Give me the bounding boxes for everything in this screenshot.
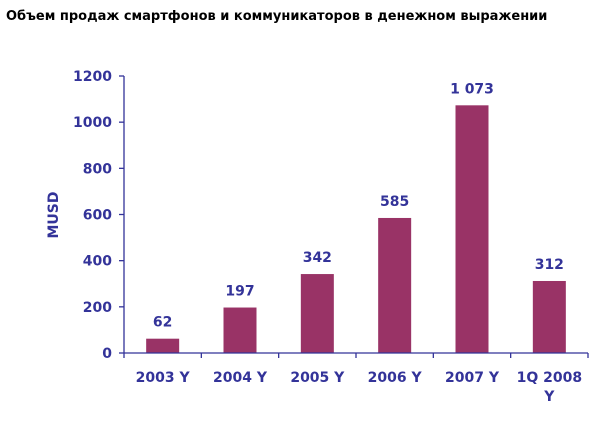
x-category-label: 2004 Y <box>213 370 268 386</box>
y-tick-label: 0 <box>102 346 112 362</box>
x-category-label: 2007 Y <box>445 370 500 386</box>
bar <box>146 338 180 353</box>
data-label: 62 <box>153 315 172 331</box>
x-category-label: 2006 Y <box>368 370 423 386</box>
y-tick-label: 600 <box>83 208 112 224</box>
y-axis-title: MUSD <box>46 191 62 238</box>
x-axis-labels: 2003 Y 2004 Y 2005 Y 2006 Y 2007 Y 1Q 2008 Y <box>136 370 582 405</box>
y-tick-label: 200 <box>83 300 112 316</box>
bar <box>300 274 334 353</box>
chart-title: Объем продаж смартфонов и коммуникаторов… <box>6 9 548 24</box>
x-category-label: 2005 Y <box>290 370 345 386</box>
bars <box>146 105 566 354</box>
data-label: 197 <box>225 284 254 300</box>
bar <box>455 105 489 354</box>
data-label: 1 073 <box>450 81 494 97</box>
x-category-label: 2003 Y <box>136 370 191 386</box>
data-labels: 62 197 342 585 1 073 312 <box>153 81 564 330</box>
y-tick-label: 1000 <box>73 115 112 131</box>
y-tick-label: 1200 <box>73 69 112 85</box>
data-label: 585 <box>380 194 409 210</box>
bar <box>223 307 257 353</box>
x-category-label: 1Q 2008 Y <box>517 370 582 405</box>
y-axis-ticks: 0 200 400 600 800 1000 1200 <box>73 69 589 362</box>
y-tick-label: 800 <box>83 161 112 177</box>
y-tick-label: 400 <box>83 254 112 270</box>
bar <box>378 217 412 353</box>
data-label: 342 <box>303 250 332 266</box>
bar <box>532 280 566 353</box>
data-label: 312 <box>535 257 564 273</box>
